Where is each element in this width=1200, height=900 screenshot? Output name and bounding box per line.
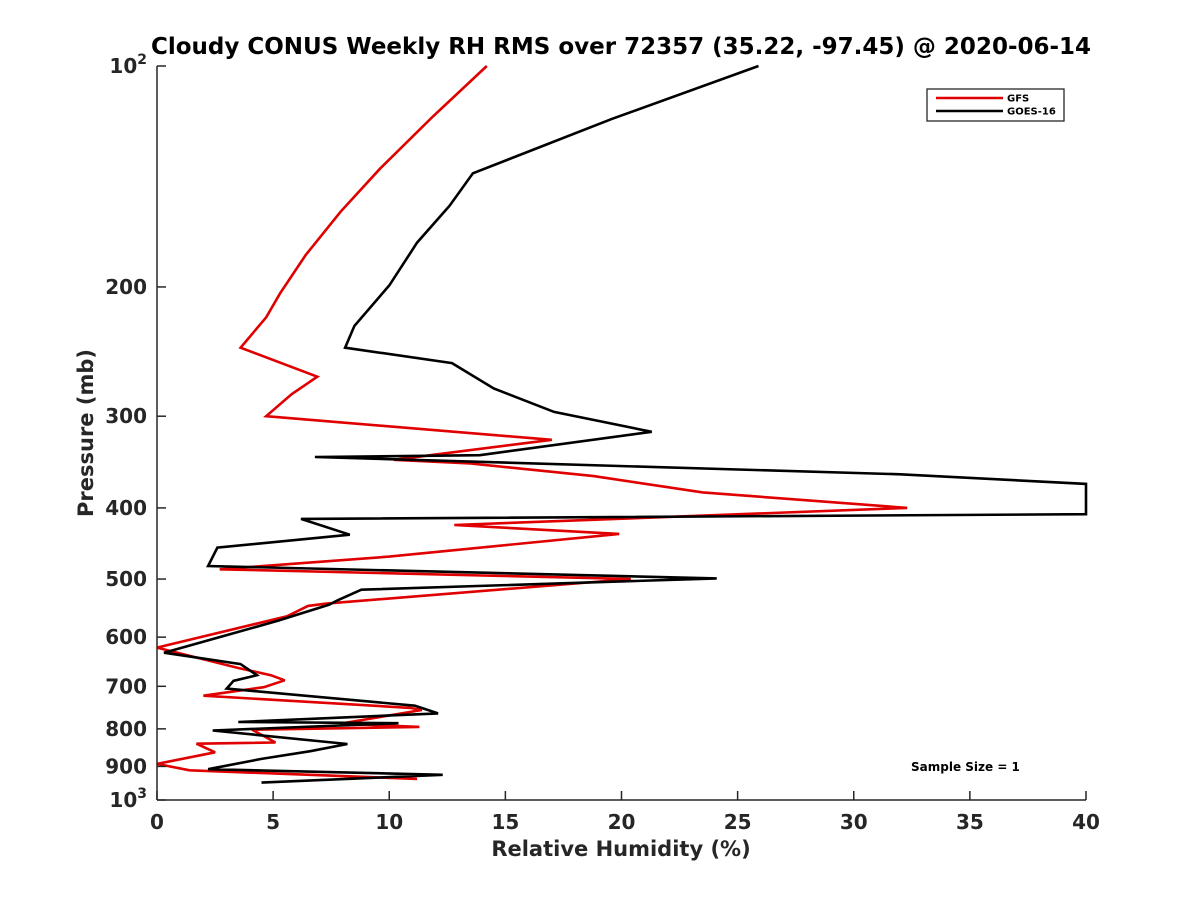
x-tick-label: 20 <box>608 810 636 834</box>
series-layer <box>156 64 1088 784</box>
x-axis-ticks: 0 5 10 15 20 25 30 35 40 <box>150 791 1100 834</box>
x-tick-label: 35 <box>956 810 984 834</box>
x-tick-label: 10 <box>375 810 403 834</box>
y-tick-label: 400 <box>105 496 147 520</box>
legend-label-goes16: GOES-16 <box>1007 107 1056 118</box>
x-tick-label: 5 <box>266 810 280 834</box>
y-tick-label: 600 <box>105 625 147 649</box>
y-tick-label: 900 <box>105 754 147 778</box>
y-tick-label: 102 <box>109 52 147 78</box>
plot-area: 0 5 10 15 20 25 30 35 40 102 200 300 400 500 600 700 80… <box>105 52 1100 834</box>
legend-label-gfs: GFS <box>1007 94 1029 105</box>
plot-background <box>157 66 1086 800</box>
legend-box <box>926 88 1065 122</box>
legend: GFS GOES-16 <box>926 88 1065 122</box>
x-axis-label: Relative Humidity (%) <box>491 837 750 861</box>
x-tick-label: 30 <box>840 810 868 834</box>
y-axis-ticks: 102 200 300 400 500 600 700 800 900 103 <box>105 52 166 812</box>
y-tick-label: 800 <box>105 717 147 741</box>
sample-size-annotation: Sample Size = 1 <box>911 760 1020 774</box>
chart-title: Cloudy CONUS Weekly RH RMS over 72357 (3… <box>151 34 1091 60</box>
y-tick-label: 700 <box>105 674 147 698</box>
x-tick-label: 15 <box>491 810 519 834</box>
y-axis-label: Pressure (mb) <box>74 349 98 517</box>
x-tick-label: 25 <box>724 810 752 834</box>
y-tick-label: 300 <box>105 404 147 428</box>
y-tick-label: 500 <box>105 567 147 591</box>
x-tick-label: 0 <box>150 810 164 834</box>
x-tick-label: 40 <box>1072 810 1100 834</box>
series-line-goes16 <box>163 64 1088 784</box>
y-tick-label: 103 <box>109 786 147 812</box>
y-tick-label: 200 <box>105 275 147 299</box>
